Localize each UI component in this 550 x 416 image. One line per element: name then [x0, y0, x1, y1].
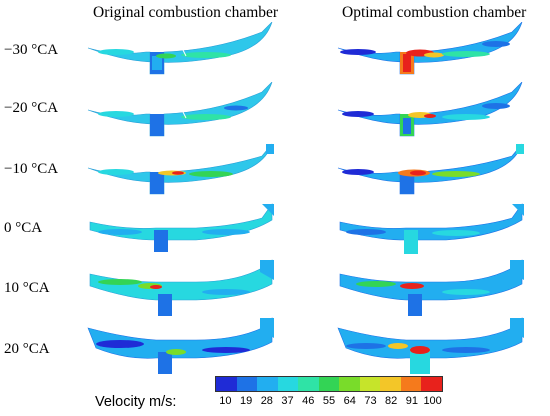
panel-optimal-minus30 — [337, 22, 523, 75]
panel-original-minus20 — [87, 82, 273, 137]
colorbar-swatch — [277, 377, 299, 391]
colorbar-swatch — [216, 377, 237, 391]
colorbar-tick-label: 37 — [281, 395, 294, 407]
panel-original-20 — [87, 317, 274, 374]
row-label-0: 0 °CA — [4, 220, 43, 236]
colorbar-tick-label: 82 — [385, 395, 398, 407]
colorbar-swatch — [421, 377, 443, 391]
colorbar-tick-label: 55 — [322, 395, 336, 407]
colorbar-swatch — [257, 377, 278, 391]
panel-optimal-0 — [339, 203, 524, 254]
row-label-minus20: −20 °CA — [4, 100, 59, 116]
colorbar-swatch — [359, 377, 381, 391]
colorbar-swatch — [318, 377, 340, 391]
velocity-colorbar — [215, 376, 443, 392]
colorbar-swatch — [236, 377, 258, 391]
velocity-legend-label: Velocity m/s: — [95, 394, 177, 410]
row-label-10: 10 °CA — [4, 280, 50, 296]
panel-optimal-minus10 — [337, 143, 524, 195]
colorbar-tick-label: 91 — [405, 395, 419, 407]
panel-optimal-10 — [339, 259, 524, 316]
row-label-minus10: −10 °CA — [4, 161, 59, 177]
panel-original-minus10 — [87, 143, 274, 195]
panel-original-0 — [89, 203, 274, 252]
panel-optimal-20 — [337, 317, 524, 374]
colorbar-tick-label: 10 — [219, 395, 232, 407]
colorbar-swatch — [298, 377, 319, 391]
original-chamber-title: Original combustion chamber — [93, 4, 279, 21]
row-label-20: 20 °CA — [4, 341, 50, 357]
row-label-minus30: −30 °CA — [4, 42, 59, 58]
colorbar-tick-label: 19 — [239, 395, 253, 407]
colorbar-tick-label: 46 — [302, 395, 315, 407]
colorbar-swatch — [400, 377, 422, 391]
panel-original-minus30 — [87, 22, 273, 75]
panel-original-10 — [89, 259, 274, 316]
colorbar-tick-label: 64 — [343, 395, 356, 407]
panel-optimal-minus20 — [337, 82, 523, 137]
colorbar-tick-label: 28 — [260, 395, 273, 407]
colorbar-swatch — [380, 377, 401, 391]
colorbar-tick-label: 73 — [364, 395, 377, 407]
colorbar-tick-label: 100 — [423, 395, 442, 407]
colorbar-swatch — [339, 377, 360, 391]
optimal-chamber-title: Optimal combustion chamber — [342, 4, 527, 21]
